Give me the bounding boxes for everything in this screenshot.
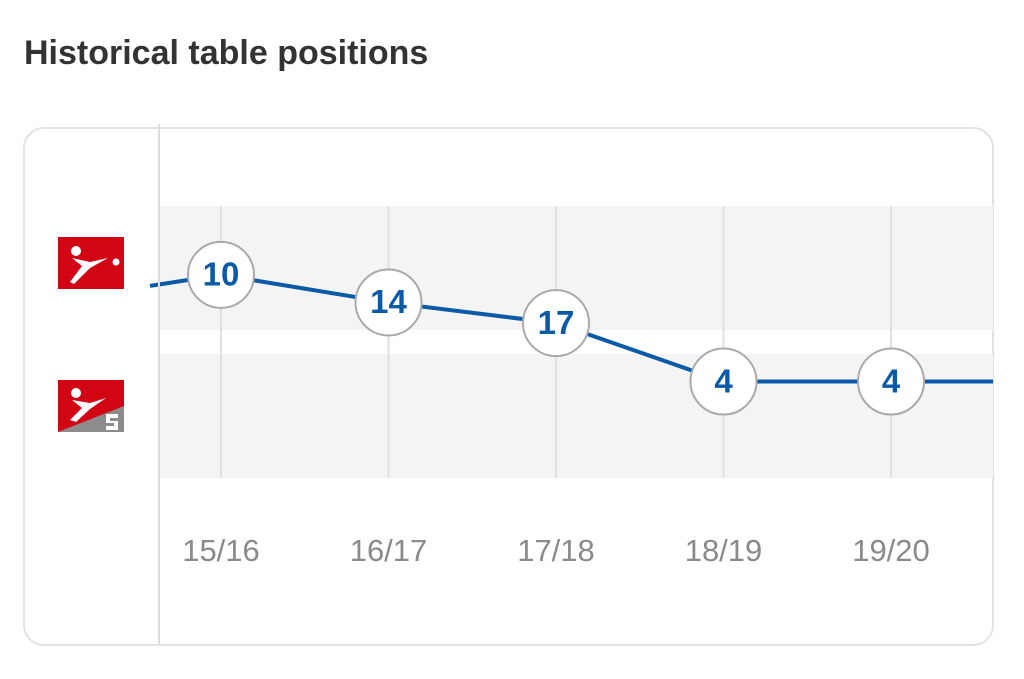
point-label: 4 [714,362,733,399]
x-tick-label: 15/16 [182,533,260,568]
x-tick-label: 18/19 [685,533,763,568]
point-label: 10 [203,256,240,293]
league-logo [58,380,124,432]
point-label: 4 [882,362,901,399]
x-tick-label: 19/20 [852,533,930,568]
point-label: 14 [370,283,407,320]
point [187,240,255,309]
x-tick-label: 17/18 [517,533,595,568]
point [689,347,758,416]
plot [149,206,993,478]
point [354,268,423,337]
point [522,289,590,358]
point [857,347,925,416]
league-band [159,354,993,478]
point-label: 17 [538,304,575,341]
x-tick-label: 16/17 [350,533,428,568]
league-logo [58,237,124,289]
title: Historical table positions [24,34,428,72]
